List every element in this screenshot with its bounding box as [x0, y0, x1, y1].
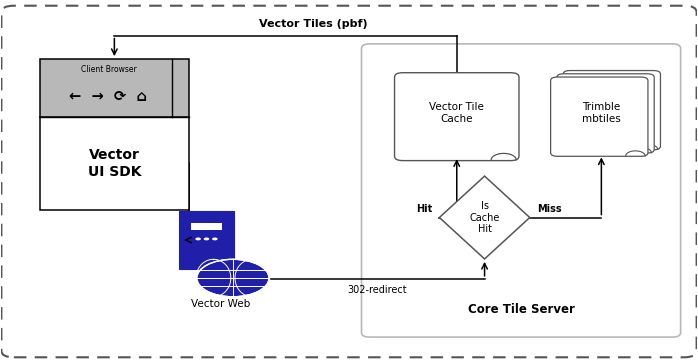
- Text: Vector Tile
Cache: Vector Tile Cache: [429, 102, 484, 124]
- Text: Miss: Miss: [537, 204, 561, 213]
- Text: ←  →  ⟳  ⌂: ← → ⟳ ⌂: [69, 89, 147, 104]
- FancyBboxPatch shape: [179, 211, 234, 269]
- Circle shape: [197, 259, 269, 297]
- Text: 302-redirect: 302-redirect: [347, 285, 407, 295]
- Text: Vector
UI SDK: Vector UI SDK: [88, 148, 141, 179]
- Circle shape: [195, 237, 201, 240]
- Circle shape: [212, 237, 218, 240]
- Bar: [191, 223, 222, 230]
- Bar: [40, 117, 189, 210]
- FancyBboxPatch shape: [551, 77, 648, 156]
- Text: Is
Cache
Hit: Is Cache Hit: [469, 201, 500, 234]
- Bar: [40, 59, 189, 117]
- PathPatch shape: [439, 176, 530, 259]
- Text: Core Tile Server: Core Tile Server: [468, 303, 574, 316]
- FancyBboxPatch shape: [563, 70, 660, 150]
- FancyBboxPatch shape: [394, 73, 519, 160]
- Text: Vector Web: Vector Web: [191, 299, 250, 309]
- FancyBboxPatch shape: [557, 74, 654, 153]
- Text: Client Browser: Client Browser: [80, 65, 136, 74]
- Text: Vector Tiles (pbf): Vector Tiles (pbf): [259, 19, 368, 29]
- Circle shape: [204, 237, 209, 240]
- Text: Hit: Hit: [416, 204, 433, 213]
- Text: Trimble
mbtiles: Trimble mbtiles: [582, 102, 621, 124]
